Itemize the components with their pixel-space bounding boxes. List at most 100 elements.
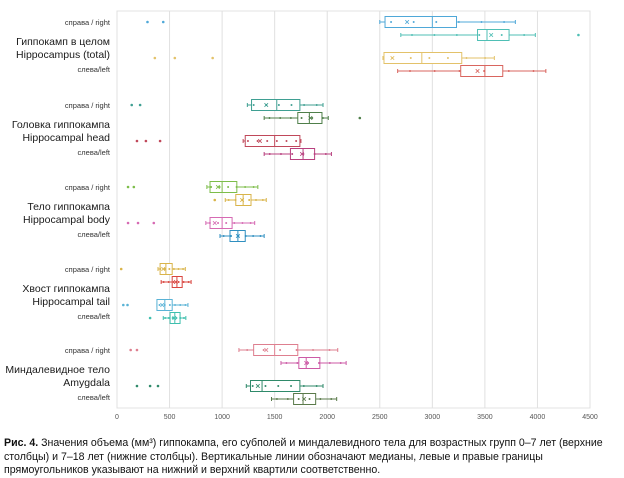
- group-title-en: Hippocampal body: [23, 214, 111, 226]
- data-point: [324, 153, 327, 155]
- data-point: [315, 104, 318, 106]
- x-axis-ticks: 0 500 1000 1500 2000 2500 3000 3500 4000 4500: [115, 414, 598, 421]
- iqr-box: [249, 380, 301, 392]
- data-point: [390, 21, 393, 23]
- data-point: [433, 70, 436, 72]
- outlier-point: [136, 221, 140, 225]
- left-side-label: слева/left: [78, 65, 111, 74]
- data-point: [446, 57, 449, 59]
- outlier-point: [161, 20, 165, 24]
- data-point: [507, 70, 510, 72]
- boxplot-row: [263, 148, 332, 160]
- iqr-box: [209, 181, 238, 193]
- data-point: [391, 57, 394, 59]
- data-point: [248, 199, 251, 201]
- x-tick-label: 3500: [477, 414, 493, 421]
- right-side-label: справа / right: [65, 183, 111, 192]
- data-point: [227, 186, 230, 188]
- data-point: [261, 199, 264, 201]
- iqr-box: [477, 29, 510, 41]
- data-point: [241, 199, 244, 201]
- boxplot-row: [146, 16, 516, 28]
- data-point: [480, 21, 483, 23]
- iqr-box: [209, 217, 233, 229]
- data-point: [182, 281, 185, 283]
- data-point: [208, 222, 211, 224]
- data-point: [167, 317, 170, 319]
- boxplot-row: [160, 276, 192, 288]
- data-point: [233, 222, 236, 224]
- data-point: [428, 57, 431, 59]
- data-point: [286, 398, 289, 400]
- data-point: [251, 385, 254, 387]
- data-point: [162, 281, 165, 283]
- data-point: [187, 281, 190, 283]
- data-point: [302, 385, 305, 387]
- boxplot-row: [129, 344, 339, 356]
- data-point: [330, 398, 333, 400]
- data-point: [225, 222, 228, 224]
- x-tick-label: 1000: [214, 414, 230, 421]
- data-point: [290, 385, 293, 387]
- data-point: [277, 385, 280, 387]
- data-point: [158, 304, 161, 306]
- data-point: [217, 222, 220, 224]
- data-point: [300, 117, 303, 119]
- data-point: [313, 153, 316, 155]
- mean-marker: [215, 184, 220, 190]
- outlier-point: [135, 348, 139, 352]
- x-tick-label: 0: [115, 414, 119, 421]
- data-point: [297, 398, 300, 400]
- iqr-box: [253, 344, 299, 356]
- data-point: [266, 140, 269, 142]
- outlier-point: [130, 103, 134, 107]
- outlier-point: [119, 267, 123, 271]
- boxplot-row: [122, 299, 189, 311]
- x-tick-label: 2500: [372, 414, 388, 421]
- data-point: [523, 34, 526, 36]
- mean-marker: [475, 68, 480, 74]
- boxplot-row: [397, 65, 547, 77]
- data-point: [171, 317, 174, 319]
- data-point: [179, 304, 182, 306]
- data-point: [285, 362, 288, 364]
- group-title-en: Amygdala: [63, 377, 110, 389]
- boxplot-row: [263, 112, 362, 124]
- data-point: [483, 70, 486, 72]
- data-point: [255, 199, 258, 201]
- data-point: [252, 235, 255, 237]
- outlier-point: [126, 221, 130, 225]
- left-side-label: слева/left: [78, 393, 111, 402]
- group-title-ru: Миндалевидное тело: [5, 364, 110, 376]
- mean-marker: [302, 396, 307, 402]
- data-point: [277, 104, 280, 106]
- data-point: [315, 385, 318, 387]
- outlier-point: [126, 303, 129, 307]
- boxplot-row: [126, 217, 256, 229]
- data-point: [172, 268, 175, 270]
- group-title-ru: Гиппокамп в целом: [16, 36, 110, 48]
- data-point: [302, 153, 305, 155]
- data-point: [279, 153, 282, 155]
- boxplot-row: [280, 357, 347, 369]
- x-tick-label: 1500: [267, 414, 283, 421]
- data-point: [265, 104, 268, 106]
- mean-marker: [405, 19, 410, 25]
- data-point: [159, 268, 162, 270]
- data-point: [295, 140, 298, 142]
- left-side-label: слева/left: [78, 230, 111, 239]
- figure-caption: Рис. 4. Значения объема (мм³) гиппокампа…: [4, 437, 620, 478]
- boxplot-row: [126, 181, 259, 193]
- data-point: [532, 70, 535, 72]
- data-point: [328, 349, 331, 351]
- outlier-point: [358, 116, 362, 120]
- data-point: [163, 268, 166, 270]
- data-point: [339, 362, 342, 364]
- group-title-en: Hippocampus (total): [16, 49, 110, 61]
- boxplot-row: [119, 263, 186, 275]
- iqr-box: [244, 135, 301, 147]
- caption-label: Рис. 4.: [4, 437, 39, 449]
- data-point: [411, 34, 414, 36]
- boxplot-row: [153, 52, 495, 64]
